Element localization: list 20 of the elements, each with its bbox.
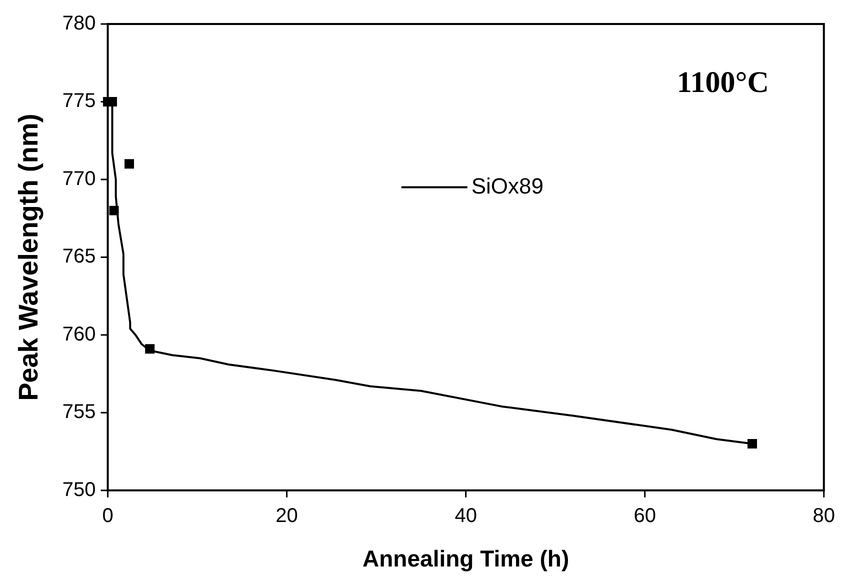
point bbox=[124, 159, 134, 169]
y-tick-label: 760 bbox=[62, 323, 96, 346]
y-tick-label: 775 bbox=[62, 90, 96, 112]
annotation: 1100°C bbox=[676, 66, 769, 99]
x-tick-label: 60 bbox=[634, 504, 656, 527]
y-tick-label: 755 bbox=[62, 401, 96, 424]
point bbox=[748, 439, 758, 449]
y-tick-label: 750 bbox=[62, 478, 96, 501]
y-tick-label: 765 bbox=[62, 246, 96, 268]
x-tick-label: 80 bbox=[812, 504, 835, 527]
x-tick-label: 0 bbox=[102, 504, 114, 527]
y-axis-title: Peak Wavelength (nm) bbox=[14, 114, 44, 401]
point bbox=[145, 344, 155, 354]
y-tick-label: 770 bbox=[62, 168, 96, 190]
x-axis-title: Annealing Time (h) bbox=[362, 546, 570, 572]
x-tick-label: 20 bbox=[276, 504, 298, 527]
legend-label: SiOx89 bbox=[471, 173, 544, 198]
y-tick-label: 780 bbox=[62, 12, 96, 35]
point bbox=[109, 206, 119, 216]
x-tick-label: 40 bbox=[454, 504, 477, 527]
